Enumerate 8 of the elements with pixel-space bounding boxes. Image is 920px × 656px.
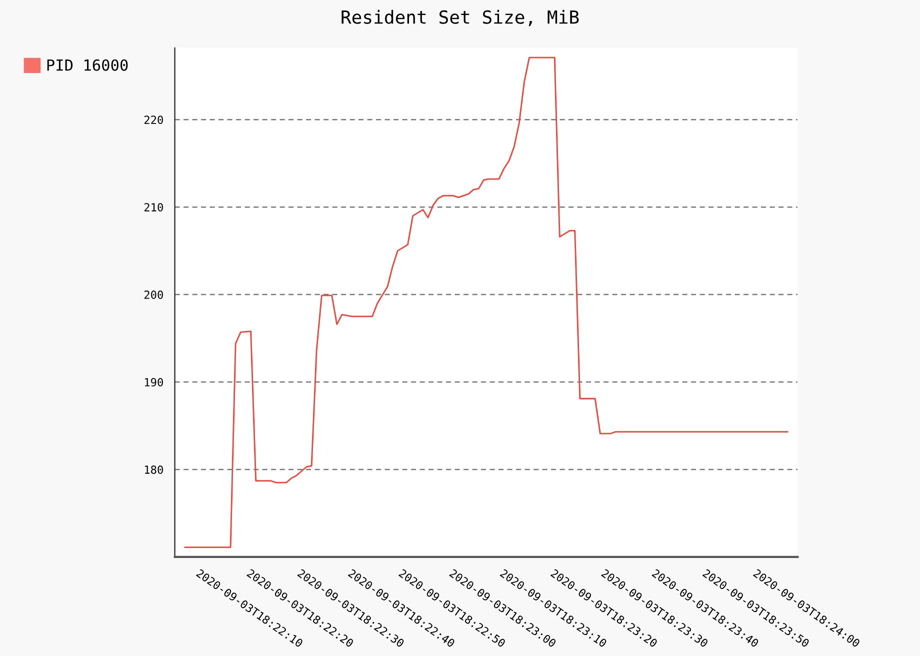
y-tick-label: 200 xyxy=(144,290,163,299)
y-tick-label: 190 xyxy=(144,378,163,386)
y-tick-label: 210 xyxy=(144,203,163,212)
chart-title: Resident Set Size, MiB xyxy=(342,10,579,26)
line-series xyxy=(184,56,788,548)
y-tick-label: 180 xyxy=(144,465,163,474)
legend-label: PID 16000 xyxy=(47,59,128,71)
y-tick-label: 220 xyxy=(144,116,163,124)
